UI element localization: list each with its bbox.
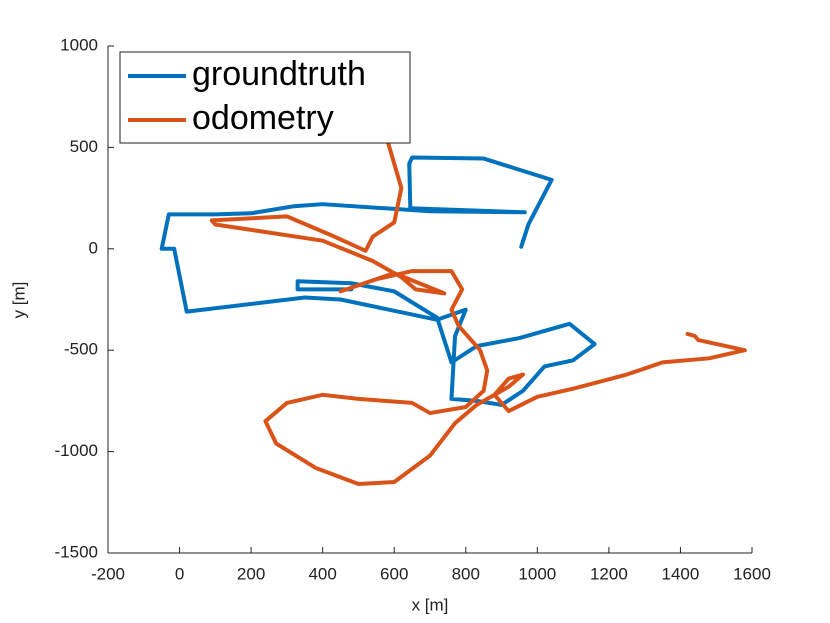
x-tick-label: 200 xyxy=(237,564,265,583)
y-tick-label: 0 xyxy=(89,238,98,257)
y-tick-label: -1000 xyxy=(55,441,98,460)
legend-label: odometry xyxy=(192,99,334,137)
x-tick-label: 400 xyxy=(308,564,336,583)
x-tick-label: 800 xyxy=(452,564,480,583)
legend-label: groundtruth xyxy=(192,55,366,93)
y-axis-label: y [m] xyxy=(9,282,28,319)
trajectory-line xyxy=(159,155,597,407)
y-tick-label: 1000 xyxy=(60,35,98,54)
y-tick-label: 500 xyxy=(70,137,98,156)
x-tick-label: 1600 xyxy=(733,564,771,583)
y-tick-label: -1500 xyxy=(55,542,98,561)
y-tick-label: -500 xyxy=(64,340,98,359)
x-tick-label: 1400 xyxy=(662,564,700,583)
x-tick-label: 1000 xyxy=(518,564,556,583)
x-tick-label: 1200 xyxy=(590,564,628,583)
trajectory-line xyxy=(209,137,747,487)
x-tick-label: 0 xyxy=(175,564,184,583)
x-tick-label: 600 xyxy=(380,564,408,583)
x-tick-label: -200 xyxy=(91,564,125,583)
legend-box xyxy=(119,51,411,144)
x-axis-label: x [m] xyxy=(412,595,449,614)
